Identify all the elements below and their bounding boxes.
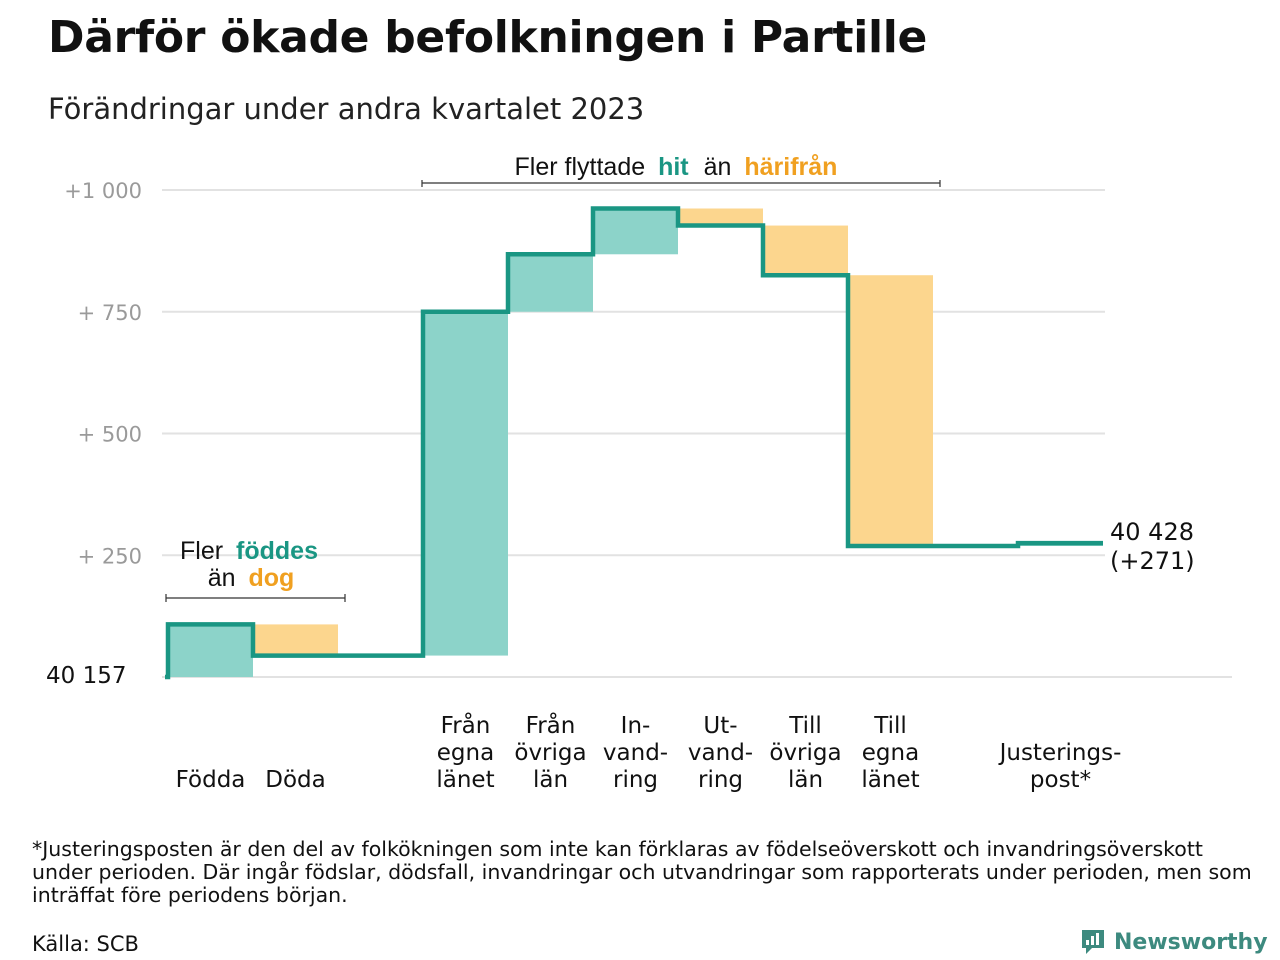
chart-subtitle: Förändringar under andra kvartalet 2023 — [48, 92, 645, 126]
category-label: länet — [861, 767, 919, 793]
chart-title: Därför ökade befolkningen i Partille — [48, 12, 928, 63]
category-label: In- — [621, 713, 651, 739]
newsworthy-logo-icon — [1082, 930, 1104, 954]
category-label: egna — [862, 740, 919, 766]
moves-highlight-in: hit — [658, 153, 689, 181]
bar — [848, 275, 933, 546]
bar — [593, 208, 678, 255]
y-tick-label: + 500 — [78, 423, 142, 447]
moves-annotation-mid: än — [704, 153, 732, 181]
end-value-label: 40 428 (+271) — [1110, 518, 1195, 575]
category-label: Födda — [176, 767, 246, 793]
category-label: Till — [788, 713, 822, 739]
y-tick-label: + 250 — [78, 544, 142, 568]
moves-highlight-out: härifrån — [744, 153, 837, 181]
category-label: ring — [698, 767, 743, 793]
svg-text:Fler föddes: Fler föddes — [180, 537, 318, 565]
category-label: post* — [1030, 767, 1091, 793]
category-label: län — [533, 767, 568, 793]
end-change: (+271) — [1110, 547, 1195, 575]
bar — [678, 208, 763, 226]
category-label: vand- — [603, 740, 668, 766]
category-label: ring — [613, 767, 658, 793]
category-label: Ut- — [703, 713, 737, 739]
moves-annotation: Fler flyttade hit än härifrån — [421, 153, 941, 187]
births-highlight: föddes — [236, 537, 318, 565]
births-annotation-text: Fler — [180, 537, 223, 565]
deaths-highlight: dog — [248, 564, 294, 592]
moves-bracket — [421, 180, 941, 187]
births-bracket — [165, 594, 346, 602]
waterfall-chart: + 250+ 500+ 750+1 000 Födda DödaFrånegnal… — [46, 153, 1232, 793]
bar — [508, 254, 593, 312]
bar — [253, 624, 338, 656]
births-annotation-text-2: än — [208, 564, 236, 592]
moves-annotation-text: Fler flyttade — [515, 153, 646, 181]
category-labels: Födda DödaFrånegnalänetFrånövrigalänIn-va… — [176, 711, 1122, 793]
step-line — [165, 206, 1103, 680]
end-value: 40 428 — [1110, 518, 1194, 546]
svg-text:Fler flyttade hit: Fler flyttade hit än härifrån — [515, 153, 838, 181]
category-label: Till — [873, 713, 907, 739]
footnote: *Justeringsposten är den del av folkökni… — [32, 837, 1252, 907]
y-axis-ticks: + 250 + 500 + 750 +1 000 — [64, 179, 142, 568]
brand-logo: Newsworthy — [1080, 928, 1268, 956]
svg-text:än dog: än dog — [208, 564, 295, 592]
grid-lines — [162, 189, 1232, 678]
brand-name: Newsworthy — [1114, 929, 1268, 955]
category-label: övriga — [769, 740, 841, 766]
category-label: egna — [437, 740, 494, 766]
category-label: länet — [436, 767, 494, 793]
bar — [763, 225, 848, 276]
baseline-value-label: 40 157 — [46, 663, 126, 689]
births-annotation: Fler föddes än dog — [165, 537, 346, 602]
category-label: Döda — [265, 767, 325, 793]
category-label: Från — [526, 711, 576, 739]
bar — [168, 624, 253, 677]
bar — [423, 311, 508, 656]
source-label: Källa: SCB — [32, 932, 139, 956]
category-label: län — [788, 767, 823, 793]
y-tick-label: +1 000 — [64, 179, 142, 203]
bars — [168, 208, 1103, 677]
y-tick-label: + 750 — [78, 301, 142, 325]
category-label: övriga — [514, 740, 586, 766]
step-line-path — [165, 206, 1103, 680]
category-label: Justerings- — [998, 740, 1122, 766]
category-label: Från — [441, 711, 491, 739]
category-label: vand- — [688, 740, 753, 766]
